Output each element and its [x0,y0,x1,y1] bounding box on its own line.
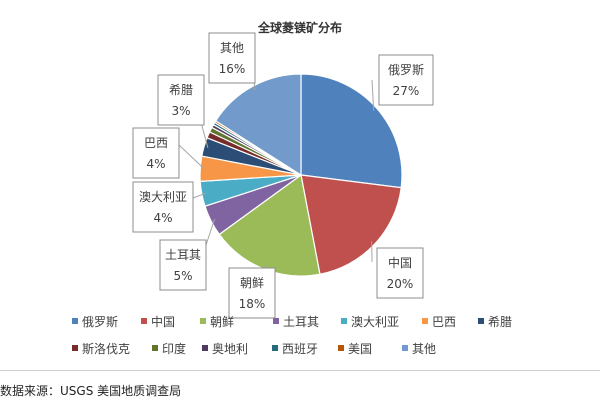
pie-slice-俄罗斯 [300,73,403,189]
legend-item-澳大利亚: 澳大利亚 [341,315,399,329]
slice-label-name: 其他 [220,41,244,55]
slice-label-name: 朝鲜 [240,276,264,290]
label-box [132,127,180,179]
slice-label-中国: 中国 20% [376,247,424,299]
legend-label: 朝鲜 [210,315,234,329]
legend-item-中国: 中国 [141,314,175,329]
legend-item-西班牙: 西班牙 [272,342,318,356]
legend-swatch [273,318,279,324]
leader-line-俄罗斯 [371,79,375,111]
legend-swatch [341,318,347,324]
legend-label: 美国 [348,342,372,356]
divider [0,370,600,371]
legend-swatch [338,345,344,351]
slice-label-value: 4% [153,211,172,225]
legend-swatch [72,345,78,351]
label-box [132,181,194,233]
legend-swatch [402,345,408,351]
slice-label-name: 巴西 [144,136,168,150]
slice-label-value: 4% [146,157,165,171]
legend-label: 希腊 [488,314,512,329]
legend-label: 其他 [412,342,436,356]
source-note: 数据来源：USGS 美国地质调查局 [0,384,182,398]
slice-label-土耳其: 土耳其 5% [159,239,207,291]
legend-item-朝鲜: 朝鲜 [200,315,234,329]
legend-swatch [202,345,208,351]
label-box [376,247,424,299]
legend-item-巴西: 巴西 [422,315,456,329]
legend-label: 西班牙 [282,342,318,356]
slice-label-value: 20% [387,277,414,291]
pie-slice-中国 [300,174,402,275]
label-box [208,32,256,84]
slice-label-value: 3% [171,104,190,118]
label-box [159,239,207,291]
legend-item-土耳其: 土耳其 [273,315,319,329]
slice-label-value: 5% [173,269,192,283]
legend-label: 斯洛伐克 [82,341,130,356]
legend-label: 澳大利亚 [351,315,399,329]
leader-line-澳大利亚 [192,192,206,199]
pie-slices [199,73,403,277]
slice-label-name: 中国 [388,255,412,270]
legend-label: 土耳其 [283,315,319,329]
slice-label-value: 16% [219,62,246,76]
legend-item-希腊: 希腊 [478,314,512,329]
legend-item-俄罗斯: 俄罗斯 [72,315,118,329]
slice-label-澳大利亚: 澳大利亚 4% [132,181,194,233]
legend-item-其他: 其他 [402,342,436,356]
leader-line-巴西 [178,144,205,170]
legend-label: 俄罗斯 [82,315,118,329]
legend-label: 中国 [151,314,175,329]
legend-swatch [200,318,206,324]
slice-label-朝鲜: 朝鲜 18% [228,267,276,319]
slice-label-俄罗斯: 俄罗斯 27% [378,54,434,106]
slice-label-其他: 其他 16% [208,32,256,84]
legend-swatch [141,318,147,324]
legend-label: 巴西 [432,315,456,329]
pie-chart: 全球菱镁矿分布 俄罗斯 27% 中国 20% 朝鲜 18% 土耳其 5% 澳大利亚 4% 巴西 4% 希… [72,20,512,356]
slice-label-value: 18% [239,297,266,311]
label-box [157,74,205,126]
slice-label-name: 土耳其 [165,248,201,262]
slice-label-name: 俄罗斯 [388,63,424,77]
legend-swatch [478,318,484,324]
slice-label-name: 澳大利亚 [139,190,187,204]
legend-label: 奥地利 [212,342,248,356]
legend-item-奥地利: 奥地利 [202,342,248,356]
legend-swatch [422,318,428,324]
leader-line-土耳其 [205,218,216,246]
legend-swatch [272,345,278,351]
slice-label-value: 27% [393,84,420,98]
legend-item-印度: 印度 [152,341,186,356]
slice-label-巴西: 巴西 4% [132,127,180,179]
legend-item-美国: 美国 [338,342,372,356]
slice-label-name: 希腊 [169,82,193,97]
chart-title: 全球菱镁矿分布 [257,20,342,35]
label-box [228,267,276,319]
legend-item-斯洛伐克: 斯洛伐克 [72,341,130,356]
legend-swatch [72,318,78,324]
pie-slice-其他 [214,73,302,177]
slice-labels: 俄罗斯 27% 中国 20% 朝鲜 18% 土耳其 5% 澳大利亚 4% 巴西 4% 希腊 3% 其他 16% [132,32,434,319]
legend-label: 印度 [162,341,186,356]
label-box [378,54,434,106]
slice-label-希腊: 希腊 3% [157,74,205,126]
legend-swatch [152,345,158,351]
